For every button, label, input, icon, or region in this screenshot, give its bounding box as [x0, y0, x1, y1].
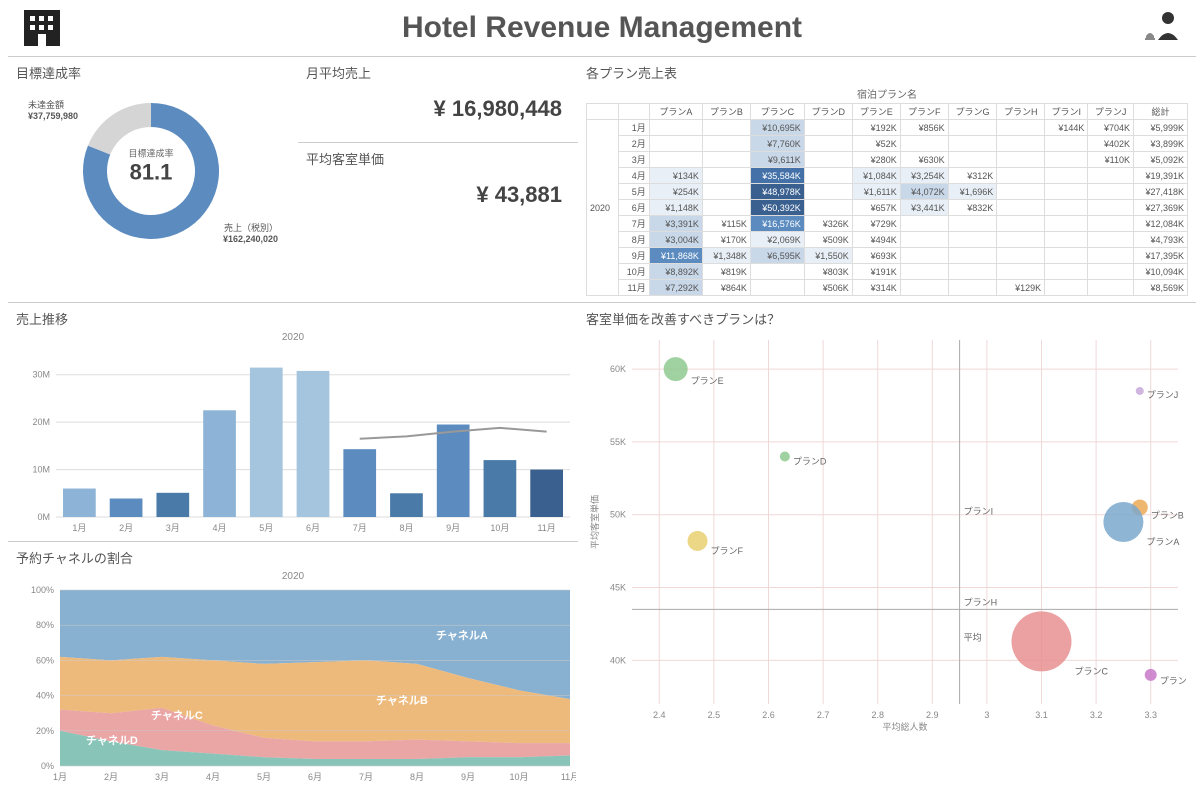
goal-panel: 目標達成率 目標達成率 81.1 未達金額 ¥37,759,980 売上（税別）… — [8, 56, 298, 302]
svg-text:5月: 5月 — [257, 772, 271, 782]
metrics-panel: 月平均売上 ¥ 16,980,448 平均客室単価 ¥ 43,881 — [298, 56, 578, 302]
svg-text:1月: 1月 — [72, 523, 86, 533]
svg-text:10月: 10月 — [490, 523, 509, 533]
header: Hotel Revenue Management — [0, 0, 1204, 56]
svg-text:11月: 11月 — [537, 523, 555, 533]
svg-text:2.9: 2.9 — [926, 710, 939, 720]
svg-text:45K: 45K — [610, 583, 626, 593]
svg-text:6月: 6月 — [306, 523, 320, 533]
svg-text:11月: 11月 — [561, 772, 576, 782]
svg-text:2.6: 2.6 — [762, 710, 775, 720]
svg-text:5月: 5月 — [259, 523, 273, 533]
svg-text:10月: 10月 — [509, 772, 528, 782]
svg-text:9月: 9月 — [446, 523, 460, 533]
svg-text:平均客室単価: 平均客室単価 — [589, 495, 600, 549]
svg-text:2月: 2月 — [104, 772, 118, 782]
svg-text:9月: 9月 — [461, 772, 475, 782]
svg-text:3.3: 3.3 — [1144, 710, 1157, 720]
hotel-icon — [20, 6, 64, 50]
goal-title: 目標達成率 — [16, 63, 290, 82]
svg-text:3月: 3月 — [166, 523, 180, 533]
svg-text:8月: 8月 — [410, 772, 424, 782]
svg-text:2.5: 2.5 — [708, 710, 721, 720]
svg-text:20M: 20M — [32, 417, 50, 427]
svg-text:3月: 3月 — [155, 772, 169, 782]
trend-panel: 売上推移 2020 0M10M20M30M1月2月3月4月5月6月7月8月9月1… — [8, 302, 578, 541]
svg-text:平均総人数: 平均総人数 — [882, 721, 927, 732]
unmet-label: 未達金額 ¥37,759,980 — [28, 98, 78, 121]
svg-text:2.4: 2.4 — [653, 710, 666, 720]
svg-text:プランI: プランI — [964, 507, 994, 517]
svg-text:プランD: プランD — [793, 456, 827, 466]
svg-text:プランJ: プランJ — [1147, 390, 1179, 400]
svg-text:0%: 0% — [41, 761, 54, 771]
svg-text:60%: 60% — [36, 655, 54, 665]
svg-text:100%: 100% — [31, 585, 54, 595]
plan-table: プランAプランBプランCプランDプランEプランFプランGプランHプランIプランJ… — [586, 103, 1188, 296]
svg-text:20%: 20% — [36, 726, 54, 736]
svg-text:チャネルD: チャネルD — [86, 734, 138, 747]
svg-text:プランB: プランB — [1151, 510, 1184, 520]
svg-text:チャネルA: チャネルA — [436, 629, 488, 642]
svg-text:60K: 60K — [610, 364, 626, 374]
svg-text:2月: 2月 — [119, 523, 133, 533]
svg-text:プランF: プランF — [711, 546, 744, 556]
svg-text:7月: 7月 — [353, 523, 367, 533]
avg-room-price: 平均客室単価 ¥ 43,881 — [298, 142, 578, 228]
svg-text:8月: 8月 — [399, 523, 413, 533]
channel-panel: 予約チャネルの割合 2020 0%20%40%60%80%100%1月2月3月4… — [8, 541, 578, 790]
svg-text:チャネルC: チャネルC — [151, 709, 203, 722]
scatter-chart: 2.4 2.5 2.6 2.7 2.8 2.9 3 3.1 3.2 3.3 40K 45K 50K 55K… — [586, 332, 1186, 732]
trend-chart: 0M 10M 20M 30M 1月 2月 3月 4月 5月 6月 7月 8月 9月 10月 11月 — [16, 345, 576, 535]
svg-text:3: 3 — [984, 710, 989, 720]
svg-text:6月: 6月 — [308, 772, 322, 782]
svg-text:2.7: 2.7 — [817, 710, 830, 720]
svg-text:30M: 30M — [32, 370, 50, 380]
page-title: Hotel Revenue Management — [64, 11, 1140, 45]
svg-text:7月: 7月 — [359, 772, 373, 782]
svg-text:1月: 1月 — [53, 772, 67, 782]
svg-text:80%: 80% — [36, 620, 54, 630]
svg-text:プランH: プランH — [964, 597, 998, 607]
svg-text:3.1: 3.1 — [1035, 710, 1048, 720]
svg-text:プランG: プランG — [1160, 676, 1186, 686]
svg-text:3.2: 3.2 — [1090, 710, 1103, 720]
svg-text:55K: 55K — [610, 437, 626, 447]
svg-text:0M: 0M — [37, 512, 50, 522]
svg-text:プランC: プランC — [1075, 666, 1109, 676]
svg-text:平均: 平均 — [964, 631, 982, 642]
svg-text:40%: 40% — [36, 691, 54, 701]
svg-text:チャネルB: チャネルB — [376, 694, 428, 707]
svg-text:2.8: 2.8 — [871, 710, 884, 720]
svg-text:プランE: プランE — [691, 376, 724, 386]
avg-monthly-revenue: 月平均売上 ¥ 16,980,448 — [298, 56, 578, 142]
donut-center: 目標達成率 81.1 — [128, 147, 173, 186]
svg-text:プランA: プランA — [1146, 537, 1179, 547]
svg-text:50K: 50K — [610, 510, 626, 520]
concierge-icon — [1140, 6, 1184, 50]
scatter-panel: 客室単価を改善すべきプランは？ 2.42.52.62.72.82.933.13.… — [578, 302, 1196, 790]
plan-table-panel: 各プラン売上表 宿泊プラン名 プランAプランBプランCプランDプランEプランFプ… — [578, 56, 1196, 302]
svg-text:4月: 4月 — [213, 523, 227, 533]
svg-text:4月: 4月 — [206, 772, 220, 782]
revenue-label: 売上（税別） ¥162,240,020 — [223, 221, 278, 244]
svg-text:40K: 40K — [610, 655, 626, 665]
svg-text:10M: 10M — [32, 465, 50, 475]
channel-chart: 0% 20% 40% 60% 80% 100% 1月 2月 3月 4月 5月 6月 7月 8月 9月 10月 1… — [16, 584, 576, 784]
